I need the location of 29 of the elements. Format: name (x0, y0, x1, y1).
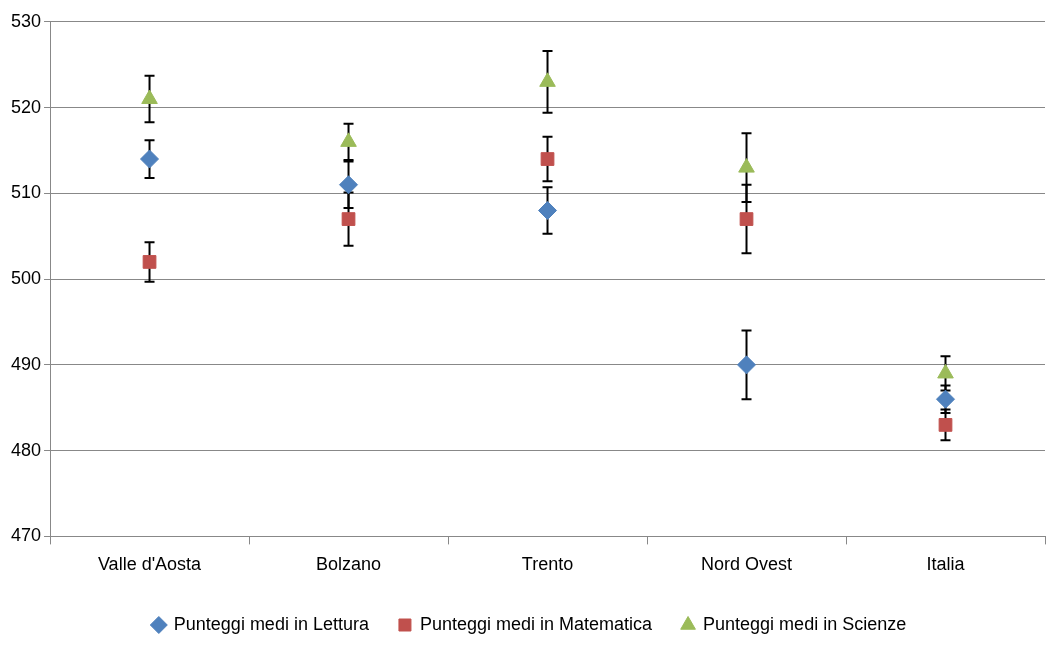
point (340, 132, 357, 147)
x-tick-label: Italia (926, 554, 966, 575)
legend-label: Punteggi medi in Scienze (703, 613, 907, 634)
y-tick-label: 510 (10, 182, 42, 203)
point (341, 212, 356, 226)
y-tick-label: 520 (10, 96, 42, 117)
point (141, 89, 158, 104)
x-tick-label: Valle d'Aosta (97, 554, 203, 575)
x-tick-label: Nord Ovest (700, 554, 793, 575)
point (539, 72, 556, 87)
y-tick-label: 480 (10, 439, 42, 460)
legend-label: Punteggi medi in Matematica (419, 613, 654, 634)
point (936, 389, 955, 409)
point (142, 255, 157, 269)
y-tick-label: 470 (10, 525, 42, 546)
point (140, 149, 160, 169)
x-tick-label: Bolzano (315, 554, 382, 575)
legend-label: Punteggi medi in Lettura (173, 613, 370, 634)
point (540, 152, 555, 166)
x-tick-label: Trento (521, 554, 574, 575)
y-tick-label: 500 (10, 268, 42, 289)
point (738, 158, 755, 173)
y-tick-label: 490 (10, 353, 42, 374)
point (737, 355, 757, 375)
point (339, 175, 359, 195)
point (938, 418, 953, 432)
y-tick-label: 530 (10, 10, 42, 31)
point (538, 200, 558, 220)
point (739, 212, 754, 226)
